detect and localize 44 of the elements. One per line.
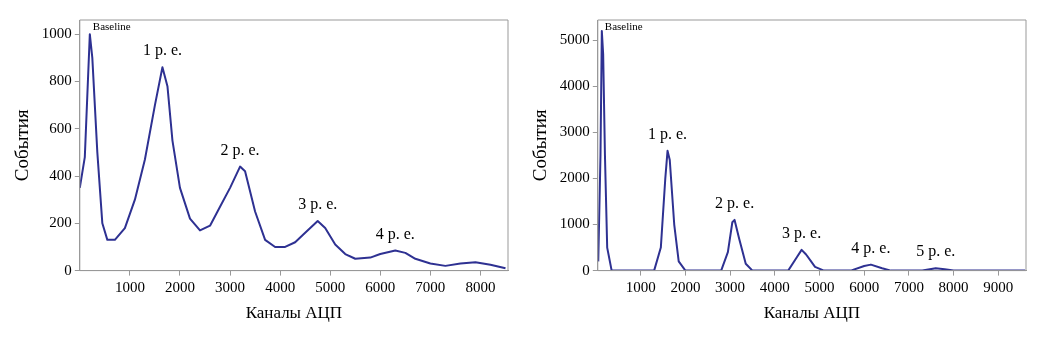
- y-axis-title: События: [11, 109, 33, 182]
- x-tick-label: 6000: [365, 278, 396, 295]
- y-tick-label: 2000: [559, 169, 590, 186]
- x-axis-title: Каналы АЦП: [245, 303, 343, 323]
- annotation: 1 p. e.: [142, 41, 182, 60]
- x-tick-label: 1000: [625, 278, 656, 295]
- x-tick-label: 1000: [114, 278, 145, 295]
- x-tick-label: 5000: [804, 278, 835, 295]
- y-tick-label: 1000: [559, 215, 590, 232]
- y-tick-label: 4000: [559, 77, 590, 94]
- x-tick-label: 2000: [164, 278, 195, 295]
- x-tick-label: 4000: [265, 278, 296, 295]
- annotation: 1 p. e.: [647, 125, 688, 144]
- x-axis-title: Каналы АЦП: [763, 303, 861, 323]
- x-tick-label: 8000: [938, 278, 969, 295]
- annotation: 5 p. e.: [916, 242, 956, 261]
- annotation: 3 p. e.: [298, 195, 338, 214]
- y-tick-label: 800: [49, 72, 72, 89]
- annotation: 4 p. e.: [375, 224, 415, 243]
- annotation: Baseline: [604, 20, 643, 33]
- x-tick-label: 3000: [215, 278, 246, 295]
- annotation: Baseline: [92, 20, 131, 33]
- y-tick-label: 0: [582, 261, 590, 278]
- x-tick-label: 7000: [893, 278, 924, 295]
- y-tick-label: 1000: [41, 25, 72, 42]
- y-tick-label: 3000: [559, 123, 590, 140]
- y-tick-label: 0: [64, 261, 72, 278]
- x-tick-label: 2000: [670, 278, 701, 295]
- y-axis-title: События: [529, 109, 551, 182]
- x-tick-label: 9000: [983, 278, 1014, 295]
- annotation: 2 p. e.: [715, 194, 755, 213]
- x-tick-label: 3000: [715, 278, 746, 295]
- x-tick-label: 6000: [849, 278, 880, 295]
- y-tick-label: 5000: [559, 31, 590, 48]
- annotation: 4 p. e.: [851, 238, 891, 257]
- y-tick-label: 400: [49, 166, 72, 183]
- y-tick-label: 600: [49, 119, 72, 136]
- x-tick-label: 7000: [415, 278, 446, 295]
- annotation: 2 p. e.: [220, 140, 260, 159]
- x-tick-label: 8000: [465, 278, 496, 295]
- x-tick-label: 4000: [759, 278, 790, 295]
- annotation: 3 p. e.: [782, 224, 822, 243]
- y-tick-label: 200: [49, 214, 72, 231]
- x-tick-label: 5000: [315, 278, 346, 295]
